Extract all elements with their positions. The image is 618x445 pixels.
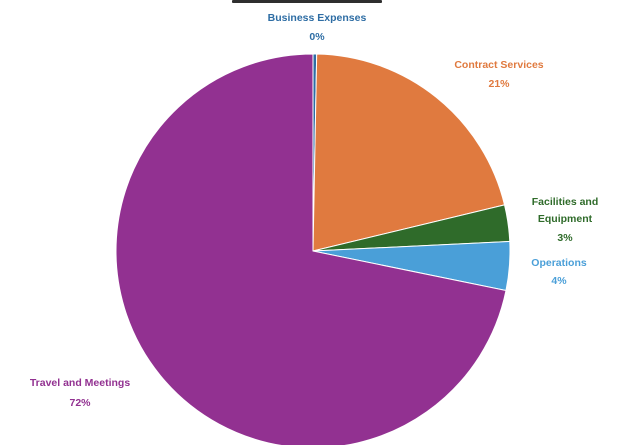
slice-percent-facilities-and-equipment: 3% [557,232,573,244]
slice-label-travel-and-meetings: Travel and Meetings [30,377,131,389]
slice-label-operations: Operations [531,257,587,269]
slice-label-facilities-line-2: Equipment [538,213,593,225]
slice-percent-business-expenses: 0% [309,31,325,43]
slice-label-facilities-line-1: Facilities and [532,196,599,208]
slice-label-business-expenses: Business Expenses [268,12,367,24]
slice-percent-travel-and-meetings: 72% [69,397,91,409]
title-fragment [232,0,382,3]
pie-slice-contract-services [312,53,506,252]
slice-percent-operations: 4% [551,275,567,287]
pie-labels: Business Expenses 0% Contract Services 2… [30,12,598,409]
pie-slices [115,53,511,445]
slice-percent-contract-services: 21% [488,78,510,90]
slice-label-contract-services: Contract Services [454,59,543,71]
pie-slice-travel-and-meetings [115,53,507,445]
